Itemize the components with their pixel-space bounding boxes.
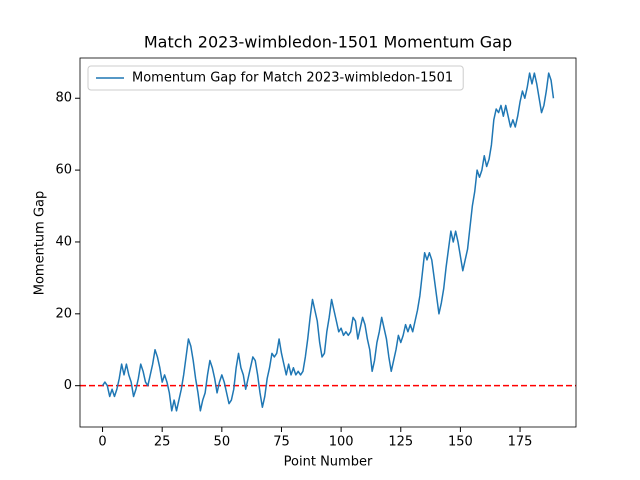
y-tick-label: 60	[55, 163, 72, 178]
y-tick-label: 20	[55, 306, 72, 321]
x-tick-label: 0	[98, 435, 106, 450]
data-line	[101, 72, 555, 412]
x-tick-label: 25	[154, 435, 171, 450]
x-tick-label: 100	[329, 435, 354, 450]
plot-frame	[79, 57, 577, 428]
x-tick-label: 150	[448, 435, 473, 450]
x-tick-label: 75	[273, 435, 290, 450]
legend-box	[87, 65, 464, 91]
y-tick-label: 0	[64, 378, 72, 393]
x-tick-label: 125	[388, 435, 413, 450]
y-tick-label: 80	[55, 91, 72, 106]
chart-title: Match 2023-wimbledon-1501 Momentum Gap	[144, 33, 512, 52]
y-tick-label: 40	[55, 234, 72, 249]
y-axis-label: Momentum Gap	[33, 191, 48, 296]
x-axis-label: Point Number	[284, 455, 373, 470]
x-tick-label: 175	[508, 435, 533, 450]
x-tick-label: 50	[214, 435, 231, 450]
legend-label: Momentum Gap for Match 2023-wimbledon-15…	[132, 71, 453, 86]
